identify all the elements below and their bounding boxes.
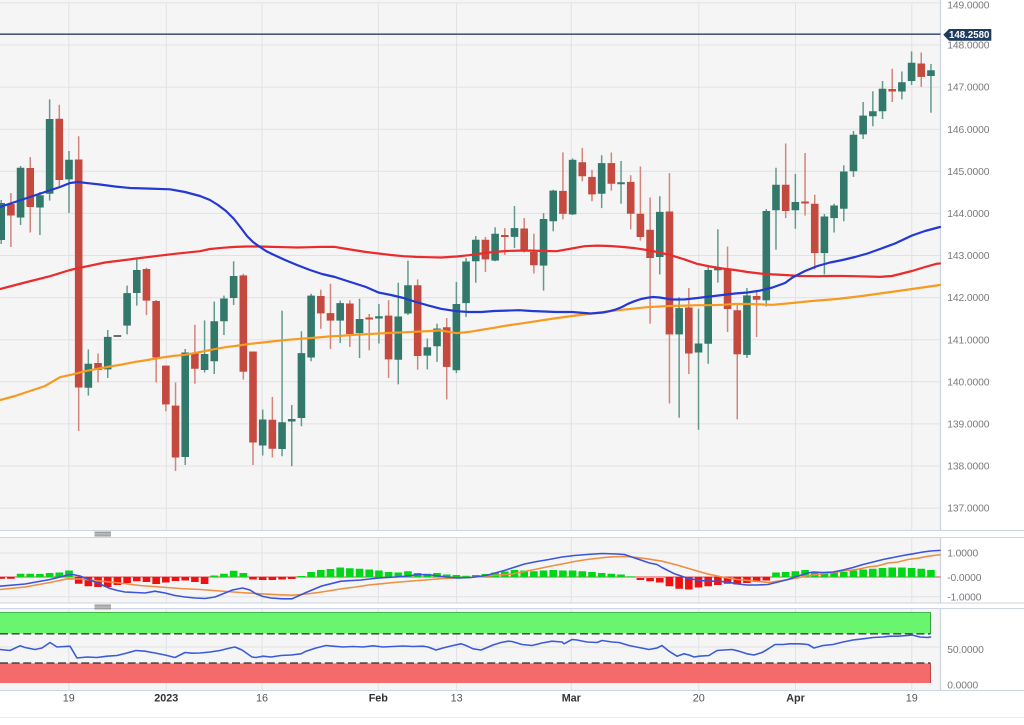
svg-text:149.0000: 149.0000: [947, 1, 990, 12]
svg-text:140.0000: 140.0000: [947, 377, 990, 388]
svg-text:19: 19: [906, 693, 918, 705]
svg-text:Feb: Feb: [369, 693, 389, 705]
svg-text:139.0000: 139.0000: [947, 420, 990, 431]
svg-text:13: 13: [451, 693, 463, 705]
svg-text:143.0000: 143.0000: [947, 251, 990, 262]
svg-text:148.0000: 148.0000: [947, 41, 990, 52]
svg-text:16: 16: [256, 693, 268, 705]
svg-text:142.0000: 142.0000: [947, 293, 990, 304]
svg-text:2023: 2023: [154, 693, 178, 705]
svg-text:146.0000: 146.0000: [947, 125, 990, 136]
svg-text:Apr: Apr: [786, 693, 805, 705]
svg-text:148.2580: 148.2580: [949, 30, 989, 41]
svg-text:0.0000: 0.0000: [947, 681, 978, 692]
svg-text:Mar: Mar: [562, 693, 582, 705]
svg-text:20: 20: [693, 693, 705, 705]
svg-text:-1.0000: -1.0000: [947, 592, 982, 603]
svg-text:19: 19: [63, 693, 75, 705]
svg-text:-0.0000: -0.0000: [947, 573, 982, 584]
svg-text:50.0000: 50.0000: [947, 645, 984, 656]
svg-text:145.0000: 145.0000: [947, 167, 990, 178]
svg-text:141.0000: 141.0000: [947, 335, 990, 346]
svg-text:1.0000: 1.0000: [947, 549, 978, 560]
svg-text:137.0000: 137.0000: [947, 504, 990, 515]
svg-text:138.0000: 138.0000: [947, 462, 990, 473]
svg-text:144.0000: 144.0000: [947, 209, 990, 220]
svg-text:147.0000: 147.0000: [947, 83, 990, 94]
